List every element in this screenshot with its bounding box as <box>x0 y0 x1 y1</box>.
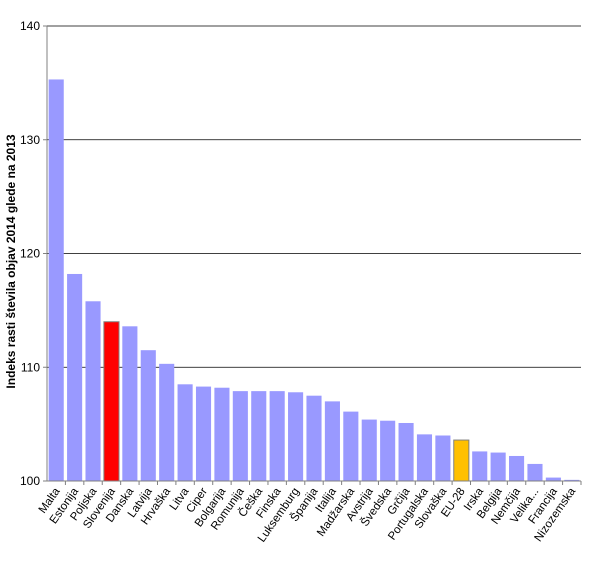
bar-belgija <box>490 452 506 481</box>
bar-malta <box>48 79 64 482</box>
x-tick-labels: MaltaEstonijaPoljskaSlovenijaDanskaLatvi… <box>37 481 582 545</box>
bar-nemčija <box>509 455 525 481</box>
bar-litva <box>177 384 193 481</box>
grid-lines <box>47 25 581 368</box>
bar-poljska <box>85 301 101 481</box>
y-tick-label: 130 <box>20 133 40 147</box>
bar-slovenija <box>103 321 120 482</box>
bar-nizozemska <box>564 479 580 481</box>
bar-romunija <box>232 391 248 481</box>
bar-irska <box>472 451 488 481</box>
bars <box>48 79 580 482</box>
bar-bolgarija <box>214 387 230 481</box>
bar-avstrija <box>361 419 377 481</box>
bar-finska <box>269 391 285 481</box>
bar-grčija <box>398 422 414 481</box>
bar-velika- <box>527 463 543 481</box>
bar-estonija <box>67 273 83 481</box>
bar-luksemburg <box>288 392 304 481</box>
bar-ciper <box>195 386 212 481</box>
y-tick-label: 140 <box>20 19 40 33</box>
y-tick-label: 100 <box>20 474 40 488</box>
bar-danska <box>122 326 138 481</box>
bar-madžarska <box>343 411 359 481</box>
y-tick-label: 110 <box>21 360 40 374</box>
bar-švedska <box>380 420 396 481</box>
bar-češka <box>251 391 267 481</box>
bar-latvija <box>140 350 156 481</box>
y-axis-title: Indeks rasti števila objav 2014 glede na… <box>4 134 18 388</box>
bar-hrvaška <box>159 363 175 481</box>
y-tick-labels: 100 110 120 130 140 <box>20 19 47 488</box>
bar-slovaška <box>435 435 451 481</box>
bar-portugalska <box>416 434 433 481</box>
bar-italija <box>324 401 340 481</box>
bar-francija <box>545 477 561 481</box>
bar-eu-28 <box>453 439 470 482</box>
y-tick-label: 120 <box>20 247 40 261</box>
bar-španija <box>306 395 322 481</box>
